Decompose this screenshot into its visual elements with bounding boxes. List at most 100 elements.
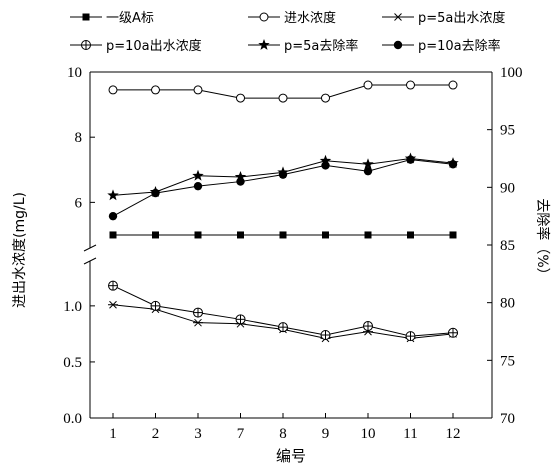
left-upper-tick-label: 8 bbox=[75, 130, 83, 146]
legend-entry: p=5a出水浓度 bbox=[382, 10, 505, 26]
data-point bbox=[406, 80, 415, 90]
legend-entry: p=5a去除率 bbox=[248, 38, 358, 54]
data-point-shape bbox=[448, 160, 458, 169]
data-point bbox=[192, 169, 204, 181]
data-point bbox=[364, 231, 372, 239]
data-point-shape bbox=[151, 188, 160, 198]
data-point bbox=[108, 85, 118, 95]
data-point bbox=[193, 307, 203, 318]
data-point-shape bbox=[193, 181, 203, 191]
series-1 bbox=[108, 80, 458, 103]
right-axis-title: 去除率（%） bbox=[534, 198, 551, 281]
axis-break-mark-top bbox=[83, 244, 97, 252]
data-point bbox=[448, 160, 458, 169]
data-point bbox=[193, 181, 203, 191]
data-point-shape bbox=[362, 158, 374, 170]
data-point-shape bbox=[449, 231, 457, 239]
data-point bbox=[363, 166, 373, 176]
legend-entry: 进水浓度 bbox=[248, 10, 336, 26]
data-point-shape bbox=[108, 85, 118, 95]
data-point bbox=[108, 211, 118, 221]
left-upper-tick-label: 6 bbox=[75, 195, 83, 211]
data-point bbox=[407, 231, 414, 239]
data-point bbox=[278, 93, 288, 103]
data-point-shape bbox=[192, 169, 204, 181]
data-point-shape bbox=[108, 211, 118, 221]
legend-marker bbox=[259, 12, 269, 22]
data-point bbox=[150, 300, 161, 311]
legend-label: 一级A标 bbox=[106, 11, 154, 26]
left-axis-title: 进出水浓度(mg/L) bbox=[12, 192, 28, 308]
data-point-shape bbox=[193, 85, 203, 95]
data-point-stroke bbox=[194, 318, 202, 327]
data-point-shape bbox=[406, 80, 415, 90]
data-point bbox=[321, 93, 330, 103]
right-tick-label: 85 bbox=[500, 238, 515, 254]
data-point bbox=[449, 231, 457, 239]
data-point-shape bbox=[322, 231, 329, 239]
data-point bbox=[448, 80, 458, 90]
data-point-shape bbox=[278, 93, 288, 103]
data-point bbox=[319, 154, 332, 166]
data-point bbox=[193, 85, 203, 95]
data-point-shape bbox=[364, 231, 372, 239]
data-point bbox=[194, 231, 202, 239]
x-tick-label: 3 bbox=[194, 426, 202, 442]
data-point bbox=[235, 314, 246, 325]
x-tick-label: 11 bbox=[403, 426, 417, 442]
data-point-shape bbox=[151, 85, 160, 95]
legend-marker-shape bbox=[258, 39, 270, 50]
data-point-shape bbox=[321, 93, 330, 103]
right-tick-label: 90 bbox=[500, 180, 515, 196]
legend-entry: p=10a出水浓度 bbox=[70, 38, 202, 54]
data-point-shape bbox=[407, 231, 414, 239]
data-point-shape bbox=[194, 231, 202, 239]
data-point bbox=[320, 330, 331, 341]
data-point bbox=[152, 231, 159, 239]
series-0 bbox=[109, 231, 457, 239]
series-2 bbox=[108, 300, 458, 343]
data-point-shape bbox=[321, 161, 330, 170]
right-tick-label: 75 bbox=[500, 353, 515, 369]
x-axis-title: 编号 bbox=[276, 447, 306, 465]
series-line bbox=[112, 304, 454, 339]
x-tick-label: 7 bbox=[237, 426, 245, 442]
data-point bbox=[278, 322, 288, 333]
data-point-shape bbox=[152, 231, 159, 239]
axis-break-mark-bottom bbox=[83, 257, 97, 265]
data-point bbox=[363, 80, 373, 90]
x-tick-label: 8 bbox=[279, 426, 287, 442]
data-point-shape bbox=[448, 80, 458, 90]
data-point bbox=[108, 300, 118, 309]
data-point-shape bbox=[236, 93, 245, 103]
legend-label: p=5a去除率 bbox=[284, 38, 358, 54]
data-point bbox=[236, 177, 245, 186]
data-point bbox=[236, 93, 245, 103]
legend-marker bbox=[258, 39, 270, 50]
data-point bbox=[279, 231, 287, 239]
left-lower-tick-label: 0.0 bbox=[63, 411, 82, 427]
legend-marker bbox=[81, 40, 91, 50]
data-point-shape bbox=[363, 166, 373, 176]
data-point-shape bbox=[319, 154, 332, 166]
data-point-shape bbox=[236, 177, 245, 186]
data-point-shape bbox=[107, 189, 119, 201]
x-tick-label: 1 bbox=[109, 426, 117, 442]
left-lower-tick-label: 0.5 bbox=[63, 355, 82, 371]
data-point bbox=[193, 318, 203, 327]
data-point-shape bbox=[406, 155, 415, 164]
right-tick-label: 95 bbox=[500, 123, 515, 139]
right-tick-label: 70 bbox=[500, 411, 515, 427]
data-point bbox=[278, 170, 288, 179]
data-point bbox=[234, 170, 247, 182]
data-point bbox=[108, 280, 118, 291]
legend-label: 进水浓度 bbox=[284, 10, 336, 26]
data-point-stroke bbox=[109, 300, 117, 309]
data-point bbox=[322, 231, 329, 239]
data-point-shape bbox=[278, 170, 288, 179]
data-point-shape bbox=[109, 231, 117, 239]
legend-marker-shape bbox=[393, 40, 403, 50]
data-point-shape bbox=[363, 80, 373, 90]
